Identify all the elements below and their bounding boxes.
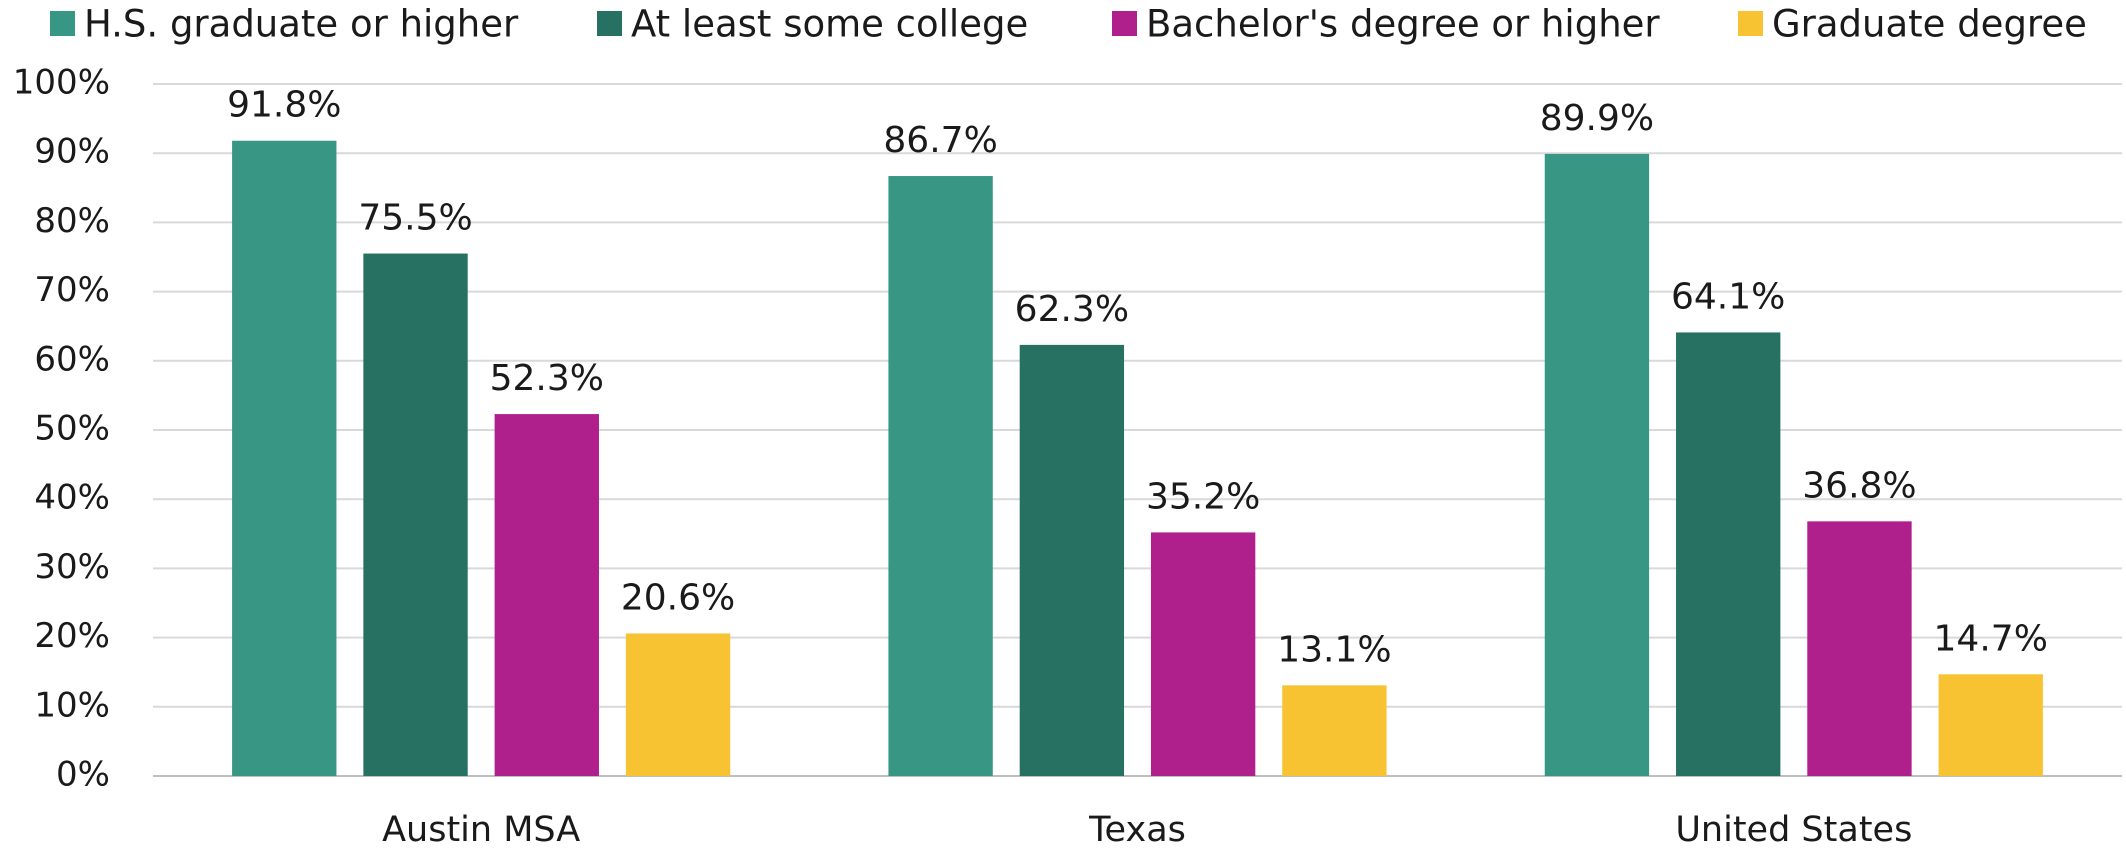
x-tick-label: Austin MSA — [382, 810, 580, 850]
y-tick-label: 30% — [34, 547, 110, 587]
bar — [1544, 153, 1650, 777]
bar — [1019, 344, 1125, 776]
data-label: 35.2% — [1146, 476, 1260, 517]
bar — [625, 633, 731, 776]
bar — [1282, 685, 1387, 776]
y-tick-label: 0% — [56, 755, 110, 795]
y-tick-label: 20% — [34, 616, 110, 656]
y-tick-label: 70% — [34, 270, 110, 310]
bar — [1938, 674, 2043, 776]
x-tick-label: United States — [1675, 810, 1912, 850]
y-tick-label: 90% — [34, 132, 110, 172]
y-tick-label: 10% — [34, 685, 110, 725]
x-tick-label: Texas — [1088, 810, 1186, 850]
data-label: 36.8% — [1802, 465, 1916, 506]
legend-swatch — [1112, 11, 1137, 36]
legend-label: At least some college — [631, 3, 1028, 46]
bar — [494, 414, 599, 776]
bar — [888, 176, 993, 776]
data-label: 13.1% — [1277, 629, 1391, 670]
data-label: 52.3% — [490, 358, 604, 399]
bar — [1150, 532, 1256, 776]
bar — [1807, 521, 1912, 776]
y-tick-label: 80% — [34, 201, 110, 241]
y-tick-label: 50% — [34, 409, 110, 449]
bar — [232, 140, 337, 776]
y-tick-label: 100% — [13, 63, 110, 103]
data-label: 91.8% — [227, 85, 341, 126]
data-label: 14.7% — [1934, 618, 2048, 659]
legend-label: Bachelor's degree or higher — [1146, 3, 1660, 46]
data-label: 62.3% — [1015, 289, 1129, 330]
bar — [363, 253, 468, 777]
legend-label: Graduate degree — [1772, 3, 2087, 46]
bar — [1676, 332, 1781, 776]
y-tick-label: 40% — [34, 478, 110, 518]
data-label: 75.5% — [358, 198, 472, 239]
legend-label: H.S. graduate or higher — [84, 3, 519, 46]
data-label: 64.1% — [1671, 276, 1785, 317]
legend-swatch — [50, 11, 75, 36]
legend-swatch — [597, 11, 622, 36]
data-label: 20.6% — [621, 577, 735, 618]
y-tick-label: 60% — [34, 339, 110, 379]
data-label: 89.9% — [1540, 98, 1654, 139]
data-label: 86.7% — [883, 120, 997, 161]
legend-swatch — [1738, 11, 1763, 36]
